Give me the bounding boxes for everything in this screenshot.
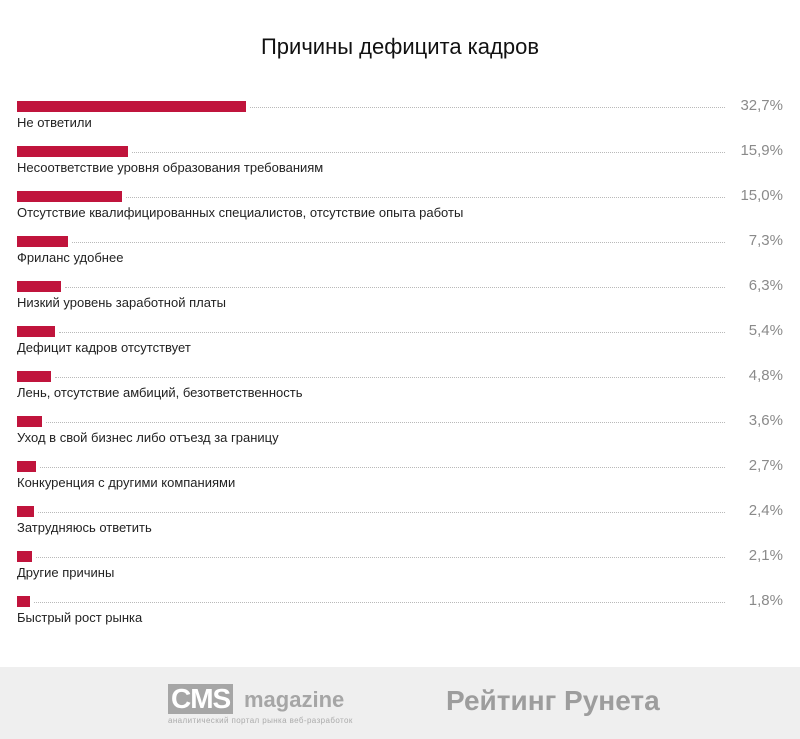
category-label: Лень, отсутствие амбиций, безответственн… [17, 385, 303, 400]
value-label: 1,8% [748, 592, 783, 609]
category-label: Не ответили [17, 115, 92, 130]
chart-row: Низкий уровень заработной платы 6,3% [17, 277, 783, 326]
leader-dots [40, 467, 725, 468]
bar [17, 326, 55, 337]
category-label: Быстрый рост рынка [17, 610, 143, 625]
chart-row: Уход в свой бизнес либо отъезд за границ… [17, 412, 783, 461]
chart-row: Дефицит кадров отсутствует 5,4% [17, 322, 783, 371]
bar-chart: Не ответили 32,7% Несоответствие уровня об… [17, 97, 783, 641]
category-label: Низкий уровень заработной платы [17, 295, 226, 310]
bar [17, 461, 36, 472]
leader-dots [126, 197, 725, 198]
bar [17, 101, 246, 112]
leader-dots [46, 422, 725, 423]
chart-row: Фриланс удобнее 7,3% [17, 232, 783, 281]
category-label: Затрудняюсь ответить [17, 520, 152, 535]
cms-logo-tagline: аналитический портал рынка веб-разработо… [168, 716, 353, 725]
bar [17, 551, 32, 562]
cms-magazine-logo[interactable]: CMS magazine аналитический портал рынка … [168, 684, 358, 728]
chart-row: Конкуренция с другими компаниями 2,7% [17, 457, 783, 506]
value-label: 7,3% [748, 232, 783, 249]
bar [17, 191, 122, 202]
category-label: Конкуренция с другими компаниями [17, 475, 236, 490]
leader-dots [38, 512, 725, 513]
chart-row: Несоответствие уровня образования требов… [17, 142, 783, 191]
category-label: Уход в свой бизнес либо отъезд за границ… [17, 430, 279, 445]
leader-dots [55, 377, 725, 378]
leader-dots [250, 107, 725, 108]
leader-dots [132, 152, 725, 153]
value-label: 15,9% [740, 142, 783, 159]
bar [17, 416, 42, 427]
value-label: 2,1% [748, 547, 783, 564]
value-label: 4,8% [748, 367, 783, 384]
chart-title: Причины дефицита кадров [260, 34, 540, 59]
category-label: Дефицит кадров отсутствует [17, 340, 191, 355]
bar [17, 146, 128, 157]
leader-dots [65, 287, 725, 288]
category-label: Другие причины [17, 565, 115, 580]
leader-dots [36, 557, 725, 558]
category-label: Отсутствие квалифицированных специалисто… [17, 205, 464, 220]
chart-row: Другие причины 2,1% [17, 547, 783, 596]
chart-row: Затрудняюсь ответить 2,4% [17, 502, 783, 551]
bar [17, 371, 51, 382]
category-label: Несоответствие уровня образования требов… [17, 160, 324, 175]
value-label: 32,7% [740, 97, 783, 114]
value-label: 3,6% [748, 412, 783, 429]
chart-row: Быстрый рост рынка 1,8% [17, 592, 783, 641]
value-label: 5,4% [748, 322, 783, 339]
value-label: 2,7% [748, 457, 783, 474]
bar [17, 506, 34, 517]
chart-row: Не ответили 32,7% [17, 97, 783, 146]
value-label: 15,0% [740, 187, 783, 204]
cms-logo-main: CMS [168, 684, 234, 714]
footer: CMS magazine аналитический портал рынка … [0, 667, 800, 739]
chart-row: Лень, отсутствие амбиций, безответственн… [17, 367, 783, 416]
chart-row: Отсутствие квалифицированных специалисто… [17, 187, 783, 236]
bar [17, 596, 30, 607]
value-label: 2,4% [748, 502, 783, 519]
rating-runeta-logo[interactable]: Рейтинг Рунета [446, 685, 660, 716]
leader-dots [59, 332, 725, 333]
bar [17, 236, 68, 247]
bar [17, 281, 61, 292]
category-label: Фриланс удобнее [17, 250, 124, 265]
cms-logo-magazine: magazine [244, 687, 345, 712]
leader-dots [34, 602, 725, 603]
value-label: 6,3% [748, 277, 783, 294]
leader-dots [72, 242, 725, 243]
